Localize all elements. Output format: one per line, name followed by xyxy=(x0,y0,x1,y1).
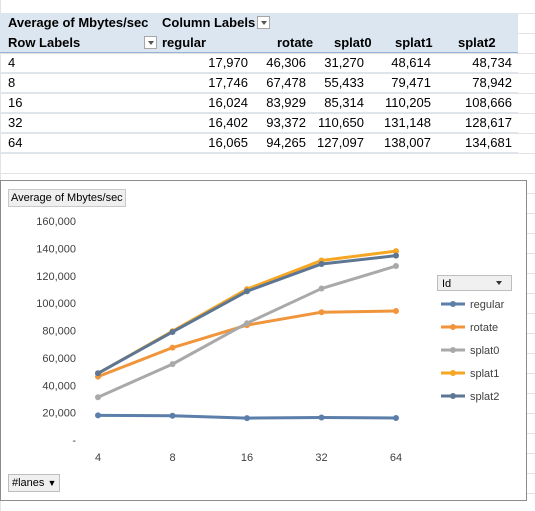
table-row: 8 17,746 67,478 55,433 79,471 78,942 xyxy=(0,73,518,93)
value-cell[interactable]: 48,614 xyxy=(391,55,431,70)
value-cell[interactable]: 110,205 xyxy=(384,95,431,110)
chart-value-field-button[interactable]: Average of Mbytes/sec xyxy=(8,189,126,207)
legend-field-button[interactable]: Id xyxy=(437,275,512,291)
value-cell[interactable]: 138,007 xyxy=(384,135,431,150)
row-label-cell[interactable]: 8 xyxy=(8,75,16,90)
value-cell[interactable]: 55,433 xyxy=(324,75,364,90)
table-row: 4 17,970 46,306 31,270 48,614 48,734 xyxy=(0,53,518,73)
legend-dropdown-icon[interactable] xyxy=(494,278,508,288)
pivot-chart[interactable]: Average of Mbytes/sec xyxy=(0,180,527,501)
value-cell[interactable]: 46,306 xyxy=(266,55,306,70)
value-cell[interactable]: 131,148 xyxy=(384,115,431,130)
pivot-table: Average of Mbytes/sec Column Labels Row … xyxy=(0,0,535,172)
column-filter-dropdown-icon[interactable] xyxy=(257,16,270,29)
row-label-cell[interactable]: 64 xyxy=(8,135,23,150)
value-cell[interactable]: 93,372 xyxy=(266,115,306,130)
axis-field-button[interactable]: #lanes ▼ xyxy=(8,474,61,492)
row-separator xyxy=(0,132,518,133)
value-cell[interactable]: 78,942 xyxy=(472,75,512,90)
value-cell[interactable]: 17,970 xyxy=(208,55,248,70)
value-cell[interactable]: 16,402 xyxy=(208,115,248,130)
table-row: 16 16,024 83,929 85,314 110,205 108,666 xyxy=(0,93,518,113)
col-header-splat0: splat0 xyxy=(334,35,372,50)
value-cell[interactable]: 108,666 xyxy=(465,95,512,110)
row-separator xyxy=(0,112,518,113)
col-header-regular: regular xyxy=(162,35,207,50)
value-cell[interactable]: 31,270 xyxy=(324,55,364,70)
row-label-cell[interactable]: 32 xyxy=(8,115,23,130)
row-separator xyxy=(0,72,518,73)
row-label-cell[interactable]: 16 xyxy=(8,95,23,110)
value-cell[interactable]: 94,265 xyxy=(266,135,306,150)
value-cell[interactable]: 134,681 xyxy=(465,135,512,150)
column-labels-header: Column Labels xyxy=(162,15,256,30)
value-cell[interactable]: 48,734 xyxy=(472,55,512,70)
axis-field-label: #lanes xyxy=(12,477,45,489)
value-cell[interactable]: 128,617 xyxy=(465,115,512,130)
value-cell[interactable]: 127,097 xyxy=(317,135,364,150)
col-header-splat2: splat2 xyxy=(458,35,496,50)
row-labels-header: Row Labels xyxy=(8,35,81,50)
axis-field-dropdown-icon: ▼ xyxy=(47,478,57,488)
col-header-splat1: splat1 xyxy=(395,35,433,50)
pivot-header-row-2: Row Labels regular rotate splat0 splat1 … xyxy=(0,33,518,53)
row-separator xyxy=(0,152,518,153)
pivot-header-row-1: Average of Mbytes/sec Column Labels xyxy=(0,13,518,33)
value-cell[interactable]: 16,024 xyxy=(208,95,248,110)
value-cell[interactable]: 110,650 xyxy=(317,115,364,130)
value-cell[interactable]: 67,478 xyxy=(266,75,306,90)
col-header-rotate: rotate xyxy=(277,35,314,50)
row-separator xyxy=(0,92,518,93)
value-cell[interactable]: 83,929 xyxy=(266,95,306,110)
table-row: 32 16,402 93,372 110,650 131,148 128,617 xyxy=(0,113,518,133)
row-filter-dropdown-icon[interactable] xyxy=(144,36,157,49)
legend-title: Id xyxy=(442,278,452,290)
row-label-cell[interactable]: 4 xyxy=(8,55,16,70)
table-row: 64 16,065 94,265 127,097 138,007 134,681 xyxy=(0,133,518,153)
value-cell[interactable]: 79,471 xyxy=(391,75,431,90)
value-field-label[interactable]: Average of Mbytes/sec xyxy=(8,15,149,30)
value-cell[interactable]: 17,746 xyxy=(208,75,248,90)
value-cell[interactable]: 85,314 xyxy=(324,95,364,110)
value-cell[interactable]: 16,065 xyxy=(208,135,248,150)
